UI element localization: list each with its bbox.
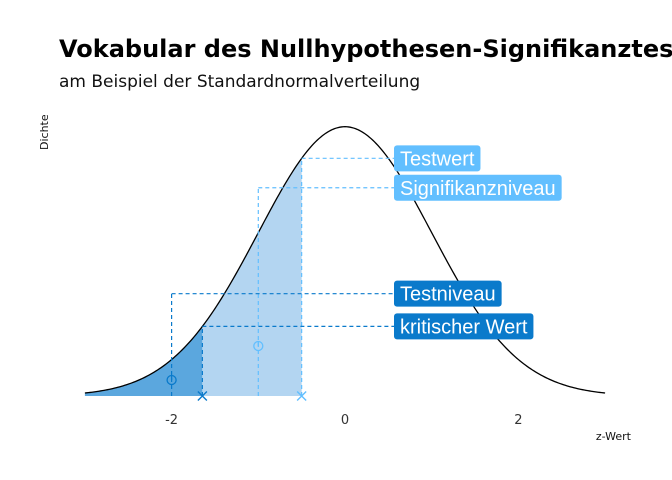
annotation-testniveau: Testniveau	[166, 280, 502, 396]
x-tick-label: -2	[165, 413, 178, 428]
annotation-signifikanzniveau: Signifikanzniveau	[253, 174, 562, 396]
label-box	[394, 313, 534, 340]
label-testniveau: Testniveau	[400, 284, 496, 306]
label-box	[394, 280, 502, 307]
x-tick-label: 0	[341, 413, 349, 428]
label-signifikanzniveau: Signifikanzniveau	[400, 178, 556, 200]
label-box	[394, 174, 562, 201]
label-testwert: Testwert	[400, 148, 475, 170]
label-box	[394, 145, 481, 172]
chart-title: Vokabular des Nullhypothesen-Signifikanz…	[59, 35, 672, 63]
chart-subtitle: am Beispiel der Standardnormalverteilung	[59, 72, 421, 92]
x-marker	[296, 391, 307, 401]
x-tick-label: 2	[514, 413, 522, 428]
shaded-region-2	[202, 158, 302, 396]
x-marker	[197, 391, 208, 401]
annotation-testwert: Testwert	[296, 145, 481, 401]
label-kritischer-wert: kritischer Wert	[400, 316, 528, 338]
shaded-region-1	[84, 326, 203, 396]
x-axis-label: z-Wert	[596, 430, 632, 443]
y-axis-label: Dichte	[38, 114, 51, 150]
annotation-kritischer-wert: kritischer Wert	[197, 313, 534, 401]
density-curve	[84, 126, 606, 394]
